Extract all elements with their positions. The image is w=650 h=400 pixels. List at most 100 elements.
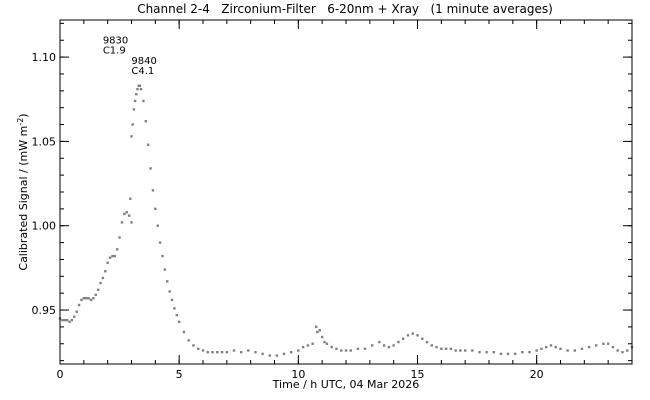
data-point [99, 281, 102, 285]
data-point [80, 298, 83, 302]
data-point [151, 189, 155, 192]
x-tick-label: 5 [176, 368, 183, 381]
y-axis-label-superscript: -2 [16, 118, 25, 126]
data-markers [58, 84, 634, 357]
data-point [173, 307, 176, 310]
data-point [63, 318, 66, 322]
data-point [499, 352, 503, 356]
data-point [616, 349, 619, 352]
data-point [340, 349, 343, 352]
y-axis-label-end: ) [17, 113, 30, 117]
data-point [325, 342, 329, 345]
data-point [392, 344, 395, 347]
data-point [349, 349, 352, 352]
data-point [454, 349, 457, 352]
data-point [554, 345, 557, 349]
data-point [96, 288, 100, 291]
data-point [82, 297, 86, 300]
data-point [138, 84, 142, 87]
data-point [440, 347, 443, 351]
data-point [261, 352, 264, 356]
data-point [580, 347, 584, 351]
data-point [559, 347, 562, 351]
data-point [573, 349, 576, 352]
y-tick-label: 1.10 [32, 51, 57, 64]
data-point [154, 207, 157, 211]
data-point [116, 248, 119, 251]
data-point [506, 352, 510, 356]
data-point [356, 347, 360, 351]
chart-title: Channel 2-4 Zirconium-Filter 6-20nm + Xr… [137, 2, 553, 16]
data-point [606, 342, 610, 345]
data-point [421, 337, 424, 340]
data-point [127, 214, 131, 217]
data-point [123, 212, 126, 216]
data-point [163, 268, 167, 271]
data-point [602, 342, 605, 345]
x-tick-label: 0 [57, 368, 64, 381]
data-point [158, 241, 162, 244]
data-point [65, 318, 69, 322]
data-point [471, 349, 474, 352]
data-point [118, 236, 121, 239]
x-tick-label: 10 [291, 368, 305, 381]
data-point [104, 270, 107, 273]
data-point [378, 340, 381, 344]
data-point [144, 119, 147, 123]
data-point [130, 221, 133, 224]
data-point [142, 99, 145, 103]
x-tick-label: 15 [411, 368, 425, 381]
data-point [463, 349, 467, 352]
data-point [220, 351, 224, 354]
data-point [132, 108, 136, 111]
data-point [70, 318, 74, 322]
data-point [106, 261, 109, 265]
y-axis-label: Calibrated Signal / (mW m-2) [16, 113, 30, 270]
data-point [166, 280, 169, 283]
data-point [540, 347, 543, 351]
data-point [168, 290, 171, 293]
data-point [316, 330, 319, 334]
data-point [323, 340, 326, 344]
data-point [89, 298, 93, 302]
data-point [156, 224, 159, 227]
data-point [211, 351, 214, 354]
x-axis-label: Time / h UTC, 04 Mar 2026 [272, 378, 420, 391]
data-point [344, 349, 348, 352]
data-point [192, 344, 195, 347]
data-point [197, 347, 200, 351]
data-point [149, 167, 152, 170]
y-tick-label: 0.95 [32, 304, 57, 317]
data-point [101, 276, 105, 280]
data-point [282, 352, 286, 356]
data-point [514, 352, 517, 356]
data-point [61, 318, 64, 322]
data-point [146, 143, 150, 146]
data-point [216, 351, 219, 354]
data-point [492, 351, 495, 354]
y-axis-label-main: Calibrated Signal / (mW m [17, 126, 30, 271]
data-point [87, 297, 90, 300]
data-point [621, 351, 624, 354]
data-point [311, 342, 314, 345]
flare-9830-label-line: C1.9 [103, 46, 126, 57]
data-point [587, 345, 591, 349]
data-point [73, 315, 76, 318]
data-point [129, 197, 132, 200]
data-point [397, 340, 400, 344]
data-point [335, 347, 338, 351]
data-point [535, 349, 538, 352]
data-point [387, 345, 391, 349]
data-point [478, 351, 481, 354]
data-point [626, 349, 629, 352]
data-point [301, 345, 305, 349]
x-tick-label: 20 [530, 368, 544, 381]
data-point [435, 345, 438, 349]
data-point [187, 339, 190, 342]
data-point [411, 332, 414, 335]
data-point [444, 347, 448, 351]
data-point [94, 293, 97, 297]
data-point [206, 351, 209, 354]
